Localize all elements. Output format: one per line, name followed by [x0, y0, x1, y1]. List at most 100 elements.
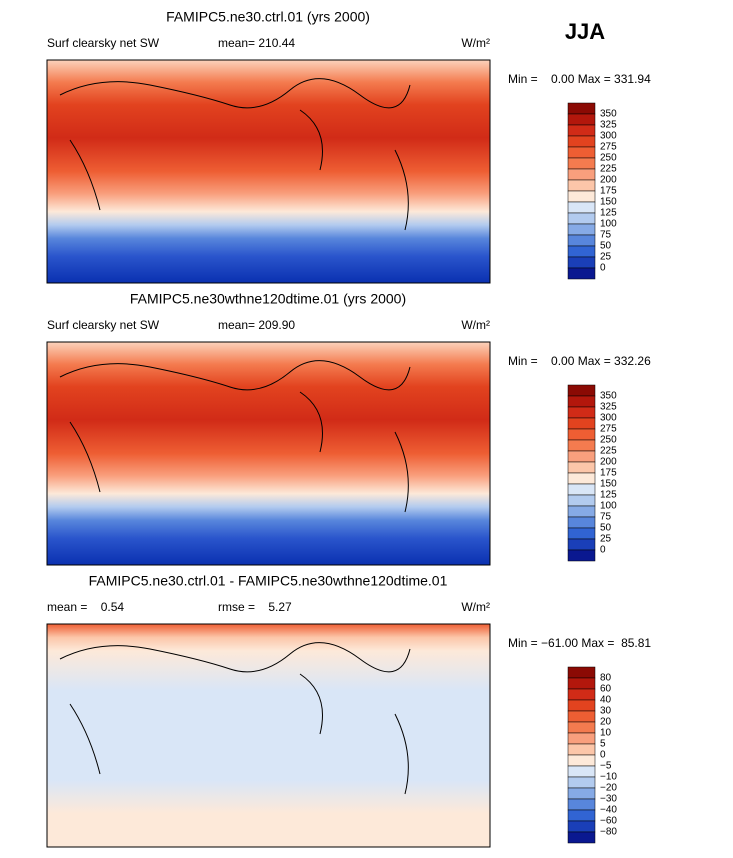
colorbar-label: 300 — [600, 413, 617, 424]
colorbar-box — [567, 102, 596, 115]
colorbar-box — [567, 776, 596, 789]
subtitle-middle: rmse = 5.27 — [218, 600, 292, 614]
colorbar-box — [567, 256, 596, 269]
colorbar-box — [567, 721, 596, 734]
colorbar-box — [567, 677, 596, 690]
map — [46, 341, 491, 566]
colorbar-box — [567, 124, 596, 137]
colorbar-label: 30 — [600, 706, 612, 717]
coastline — [59, 642, 411, 795]
colorbar-box — [567, 809, 596, 822]
colorbar-label: −10 — [600, 772, 617, 783]
colorbar-label: 125 — [600, 208, 617, 219]
colorbar-label: 5 — [600, 739, 606, 750]
colorbar-box — [567, 831, 596, 844]
colorbar-label: 350 — [600, 391, 617, 402]
colorbar-box — [567, 179, 596, 192]
panel-title: FAMIPC5.ne30wthne120dtime.01 (yrs 2000) — [130, 291, 406, 307]
colorbar-box — [567, 157, 596, 170]
colorbar-box — [567, 549, 596, 562]
map — [46, 59, 491, 284]
colorbar-label: −80 — [600, 827, 617, 838]
colorbar-label: 50 — [600, 241, 612, 252]
colorbar-label: 40 — [600, 695, 612, 706]
colorbar-box — [567, 190, 596, 203]
colorbar-label: 25 — [600, 252, 612, 263]
colorbar-label: −40 — [600, 805, 617, 816]
colorbar-box — [567, 787, 596, 800]
subtitle-left: mean = 0.54 — [47, 600, 124, 614]
colorbar-box — [567, 212, 596, 225]
colorbar-label: 350 — [600, 109, 617, 120]
colorbar-label: 0 — [600, 263, 606, 274]
colorbar-label: 25 — [600, 534, 612, 545]
colorbar-label: 225 — [600, 164, 617, 175]
colorbar-box — [567, 395, 596, 408]
colorbar-box — [567, 234, 596, 247]
map — [46, 623, 491, 848]
colorbar-label: 60 — [600, 684, 612, 695]
colorbar-box — [567, 450, 596, 463]
subtitle-middle: mean= 210.44 — [218, 36, 295, 50]
colorbar-box — [567, 516, 596, 529]
min-max: Min = 0.00 Max = 332.26 — [508, 354, 651, 368]
colorbar-box — [567, 146, 596, 159]
colorbar-label: 200 — [600, 457, 617, 468]
colorbar-box — [567, 245, 596, 258]
colorbar-label: 125 — [600, 490, 617, 501]
panel-title: FAMIPC5.ne30.ctrl.01 - FAMIPC5.ne30wthne… — [89, 573, 448, 589]
colorbar-label: 100 — [600, 219, 617, 230]
units: W/m² — [461, 36, 490, 50]
colorbar-label: 150 — [600, 479, 617, 490]
colorbar-label: −30 — [600, 794, 617, 805]
colorbar-label: 80 — [600, 673, 612, 684]
colorbar-box — [567, 439, 596, 452]
colorbar-label: 275 — [600, 424, 617, 435]
colorbar-box — [567, 384, 596, 397]
colorbar-label: 250 — [600, 435, 617, 446]
colorbar-box — [567, 527, 596, 540]
colorbar-box — [567, 494, 596, 507]
colorbar-box — [567, 168, 596, 181]
colorbar-box — [567, 820, 596, 833]
colorbar-box — [567, 688, 596, 701]
colorbar-label: 10 — [600, 728, 612, 739]
panel-title: FAMIPC5.ne30.ctrl.01 (yrs 2000) — [166, 9, 370, 25]
colorbar-label: 225 — [600, 446, 617, 457]
colorbar-label: 175 — [600, 186, 617, 197]
subtitle-left: Surf clearsky net SW — [47, 318, 160, 332]
colorbar-label: −5 — [600, 761, 612, 772]
colorbar-box — [567, 461, 596, 474]
colorbar-label: 325 — [600, 402, 617, 413]
colorbar-label: 250 — [600, 153, 617, 164]
colorbar-box — [567, 428, 596, 441]
colorbar-label: 75 — [600, 230, 612, 241]
colorbar-label: 275 — [600, 142, 617, 153]
coastline — [59, 360, 411, 513]
colorbar-box — [567, 710, 596, 723]
colorbar-label: −60 — [600, 816, 617, 827]
colorbar-box — [567, 267, 596, 280]
colorbar-label: 325 — [600, 120, 617, 131]
colorbar-label: 300 — [600, 131, 617, 142]
coastline — [59, 78, 411, 231]
colorbar-label: 0 — [600, 750, 606, 761]
colorbar-box — [567, 666, 596, 679]
colorbar-label: −20 — [600, 783, 617, 794]
colorbar-box — [567, 113, 596, 126]
colorbar-label: 175 — [600, 468, 617, 479]
colorbar-box — [567, 223, 596, 236]
min-max: Min = −61.00 Max = 85.81 — [508, 636, 651, 650]
colorbar-box — [567, 417, 596, 430]
colorbar-box — [567, 798, 596, 811]
season-label: JJA — [565, 19, 605, 44]
colorbar-box — [567, 765, 596, 778]
units: W/m² — [461, 600, 490, 614]
colorbar-label: 0 — [600, 545, 606, 556]
colorbar-box — [567, 472, 596, 485]
colorbar-box — [567, 135, 596, 148]
colorbar-box — [567, 406, 596, 419]
colorbar-box — [567, 538, 596, 551]
